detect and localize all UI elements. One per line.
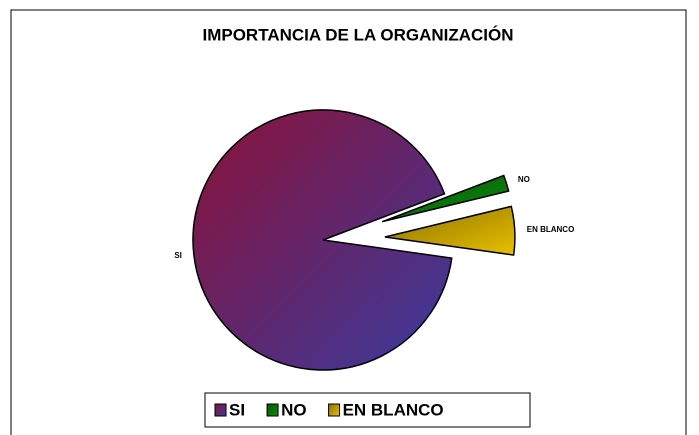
legend-label: EN BLANCO xyxy=(343,400,444,419)
pie-slice xyxy=(192,109,453,371)
slice-label: SI xyxy=(174,251,182,260)
legend-swatch xyxy=(214,403,227,417)
legend-box xyxy=(204,392,531,428)
slice-label: EN BLANCO xyxy=(527,225,575,234)
pie-slice xyxy=(381,174,510,223)
legend-label: SI xyxy=(229,400,245,419)
pie-slice xyxy=(384,205,516,256)
legend-swatch xyxy=(266,403,279,417)
legend-label: NO xyxy=(281,400,307,419)
legend-swatch xyxy=(328,403,341,417)
slice-label: NO xyxy=(518,175,530,184)
chart-title: IMPORTANCIA DE LA ORGANIZACIÓN xyxy=(202,25,513,44)
